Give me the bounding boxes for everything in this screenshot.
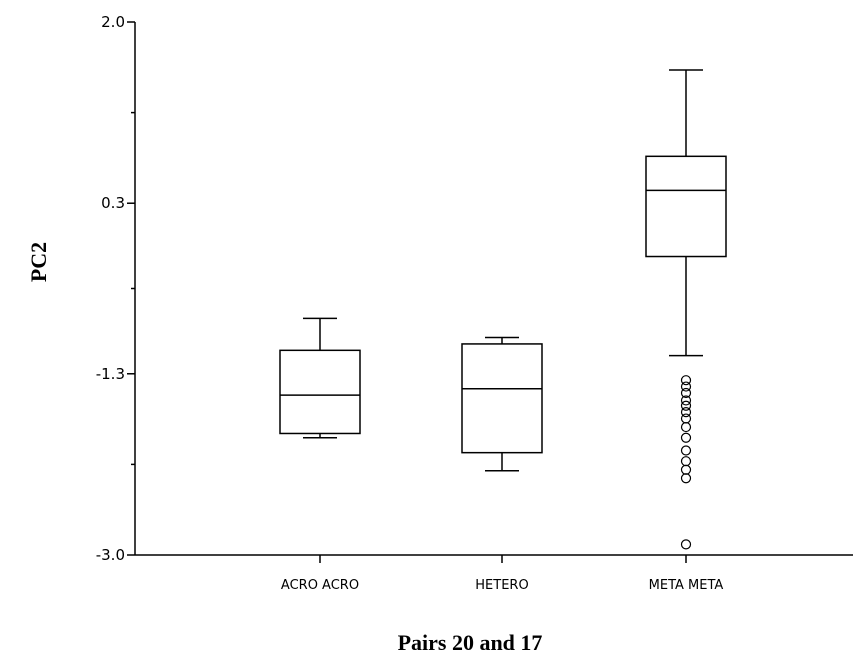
outlier-point xyxy=(680,407,692,418)
plot-area: 2.0 0.3 -1.3 -3.0 ACRO ACRO HETERO META META xyxy=(96,13,853,593)
outlier-point xyxy=(680,375,692,386)
y-tick-label: -1.3 xyxy=(96,365,125,383)
outlier-point xyxy=(680,395,692,406)
outlier-point xyxy=(680,421,692,433)
x-axis-title: Pairs 20 and 17 xyxy=(398,630,543,655)
outlier-point xyxy=(680,464,692,475)
x-tick-label: META META xyxy=(649,578,724,593)
y-axis-title: PC2 xyxy=(26,242,51,282)
outlier-point xyxy=(680,381,692,392)
iqr-box xyxy=(645,155,727,258)
iqr-box xyxy=(279,349,361,435)
outlier-point xyxy=(680,456,692,467)
y-tick-label: -3.0 xyxy=(96,546,125,564)
iqr-box xyxy=(461,343,543,454)
x-tick-label: ACRO ACRO xyxy=(281,578,359,593)
outlier-point xyxy=(680,413,692,424)
outlier-point xyxy=(680,432,692,443)
y-tick-label: 2.0 xyxy=(101,13,125,31)
y-tick-label: 0.3 xyxy=(101,194,125,212)
outlier-point xyxy=(680,539,692,550)
outlier-point xyxy=(680,473,692,484)
outlier-point xyxy=(680,387,692,399)
outlier-point xyxy=(680,400,692,411)
outlier-point xyxy=(680,445,692,456)
x-tick-label: HETERO xyxy=(475,578,528,593)
